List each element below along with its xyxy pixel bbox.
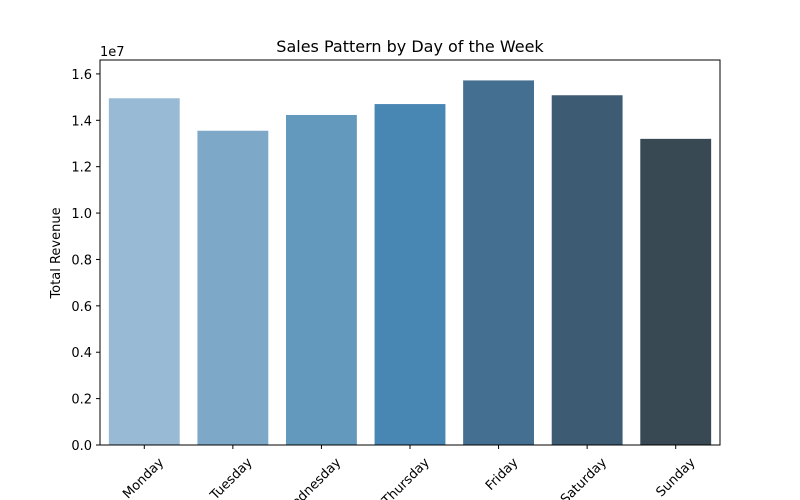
bar-wednesday — [286, 114, 357, 446]
x-tick-label: Wednesday — [280, 455, 344, 500]
y-axis-ticks: 0.0 0.2 0.4 0.6 0.8 1.0 1.2 1.4 1.6 — [71, 68, 100, 454]
y-tick-label: 0.6 — [71, 300, 92, 315]
bar-sunday — [640, 138, 712, 446]
x-tick-label: Monday — [120, 455, 167, 500]
bars-group — [108, 80, 712, 446]
x-tick-label: Friday — [483, 455, 522, 494]
x-axis-ticks: Monday Tuesday Wednesday Thursday Friday Satu… — [120, 445, 699, 500]
bar-tuesday — [197, 130, 269, 445]
y-tick-label: 1.2 — [71, 161, 92, 176]
y-scale-offset: 1e7 — [100, 45, 125, 60]
chart-title: Sales Pattern by Day of the Week — [276, 37, 544, 56]
y-tick-label: 1.0 — [71, 207, 92, 222]
x-tick-label: Sunday — [654, 455, 699, 500]
bar-monday — [108, 98, 180, 446]
bar-saturday — [551, 95, 623, 445]
x-tick-label: Saturday — [558, 455, 610, 500]
y-tick-label: 1.6 — [71, 68, 92, 83]
y-axis-label: Total Revenue — [49, 207, 64, 299]
x-tick-label: Tuesday — [207, 455, 256, 500]
bar-friday — [463, 80, 534, 445]
bar-thursday — [374, 104, 446, 446]
y-tick-label: 0.8 — [71, 253, 92, 268]
x-tick-label: Thursday — [379, 455, 433, 500]
y-tick-label: 1.4 — [71, 114, 92, 129]
plot-frame — [99, 59, 721, 446]
y-tick-label: 0.2 — [71, 393, 92, 408]
y-tick-label: 0.4 — [71, 346, 92, 361]
y-tick-label: 0.0 — [71, 439, 92, 454]
